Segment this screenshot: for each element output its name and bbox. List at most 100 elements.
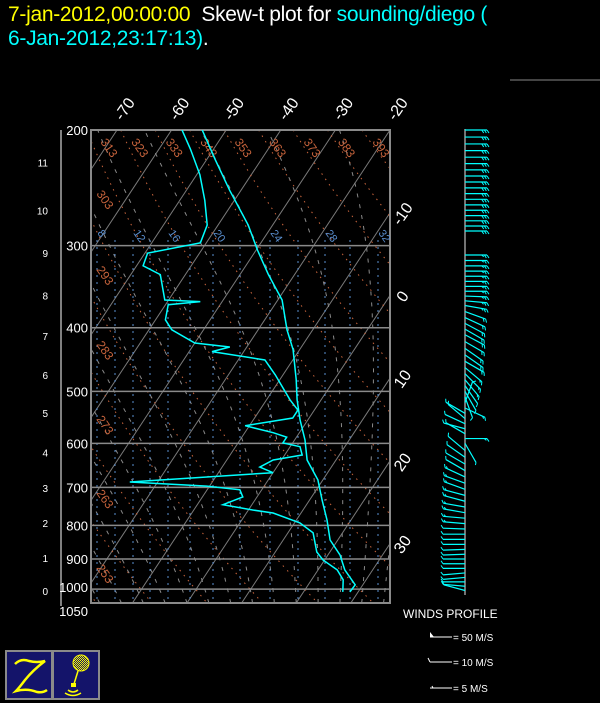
wind-barb [441,561,465,564]
dry-adiabat-line [86,130,428,603]
wind-barb [465,182,489,185]
wind-barb [465,164,489,167]
mixing-ratio-label: 16 [166,228,183,245]
isotherm-label: 20 [391,450,415,474]
wind-barb [445,464,465,477]
moist-adiabat-line [405,130,460,603]
moist-adiabat-line [0,130,187,603]
wind-barb [441,577,465,580]
wind-barb [445,411,465,424]
wind-barb [441,556,465,559]
wind-legend: = 50 M/S = 10 M/S = 5 M/S [428,632,494,695]
dry-adiabat-label: 293 [94,263,117,288]
wind-barb [465,231,489,234]
dry-adiabat-line [328,130,600,603]
pressure-label: 800 [66,518,88,533]
wind-barb [441,547,465,550]
height-label: 10 [37,206,49,217]
wind-barb [465,296,489,300]
dry-adiabat-label: 323 [128,136,151,161]
moist-adiabat-line [268,130,343,603]
height-label: 2 [42,519,48,530]
pressure-label: 500 [66,384,88,399]
wind-barb [465,305,488,312]
wind-barb [465,216,489,219]
dry-adiabat-line [190,130,595,603]
height-label: 3 [42,484,48,495]
wind-barb [441,572,465,575]
wind-barb [465,210,489,213]
moist-adiabat-line [145,130,297,603]
wind-barb [465,301,489,306]
isotherm-label: 0 [394,288,413,305]
wind-barb [465,226,489,229]
wind-legend-label: = 5 M/S [453,684,488,695]
wind-legend-item: = 10 M/S [428,658,494,669]
isotherm-line [0,130,281,603]
wind-barb [465,266,489,269]
moist-adiabat-line [384,130,412,603]
wind-barb [465,291,489,294]
wind-barb [465,260,489,263]
wind-legend-item: = 5 M/S [430,684,488,695]
height-label: 8 [42,291,48,302]
wind-barb [465,221,489,224]
pressure-label: 1050 [59,604,88,619]
isotherm-label: -60 [166,95,193,124]
wind-barb [465,170,489,173]
wind-legend-label: = 50 M/S [453,633,494,644]
wind-barb [441,519,465,524]
isotherm-label: -40 [276,95,303,124]
dry-adiabat-line [224,130,600,603]
dry-adiabat-line [259,130,600,603]
wind-barb [465,281,489,284]
wind-barb [465,286,489,289]
dry-adiabat-label: 253 [94,562,117,587]
height-label: 0 [42,587,48,598]
isotherm-line [0,130,8,603]
wind-barb [465,199,489,202]
height-label: 11 [38,158,49,169]
dry-adiabat-label: 313 [98,136,121,161]
pressure-label: 900 [66,552,88,567]
isotherm-line [405,130,600,603]
pressure-label: 200 [66,123,88,138]
wind-barb [465,271,489,274]
dry-adiabat-label: 353 [232,136,255,161]
height-label: 9 [42,249,48,260]
wind-barb [441,513,465,518]
wind-barb [465,276,489,279]
dry-adiabat-line [431,130,600,603]
dry-adiabat-label: 333 [163,136,186,161]
isotherm-label: -30 [330,95,357,124]
z-logo-icon [7,652,51,698]
isotherm-label: -70 [112,95,139,124]
wind-barb [465,144,489,147]
wind-legend-label: = 10 M/S [453,658,494,669]
wind-barb [441,565,465,568]
sounding-traces [130,130,355,592]
wind-barb [448,401,465,419]
balloon-logo-button[interactable] [52,650,100,700]
dewpoint-trace [130,130,343,592]
z-logo-button[interactable] [5,650,53,700]
height-label: 5 [42,409,48,420]
wind-profile [441,129,489,595]
moist-adiabat-line [25,130,231,603]
wind-barb [443,492,465,501]
isotherm-line [351,130,600,603]
wind-barb [446,449,465,464]
isotherm-label: -20 [385,95,412,124]
wind-barb [465,151,489,154]
wind-barb [441,541,465,544]
axis-labels: 2003004005006007008009001000105011109876… [37,95,417,619]
height-label: 7 [42,332,48,343]
pressure-label: 700 [66,480,88,495]
dry-adiabat-line [396,130,600,603]
dry-adiabat-line [293,130,600,603]
dry-adiabat-label: 363 [266,136,289,161]
height-label: 6 [42,371,48,382]
wind-barb [465,137,489,140]
temperature-trace [202,130,355,592]
